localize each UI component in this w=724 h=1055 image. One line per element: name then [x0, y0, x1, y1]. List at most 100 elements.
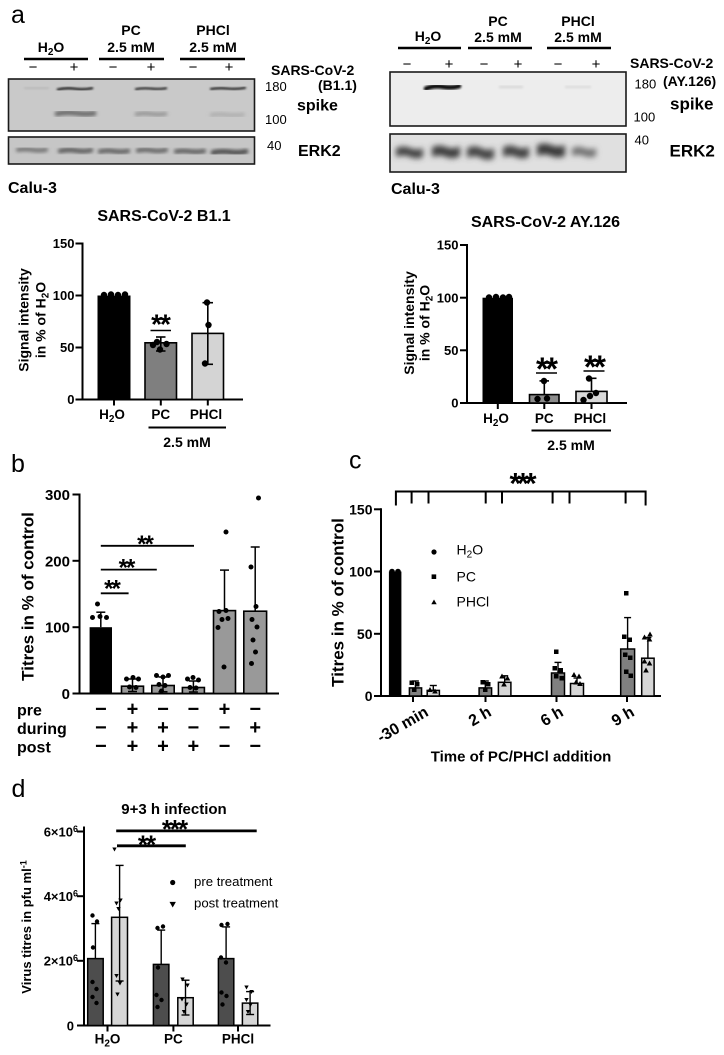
svg-text:40: 40 — [635, 133, 649, 148]
svg-text:(B1.1): (B1.1) — [318, 77, 357, 93]
svg-text:2×106: 2×106 — [44, 953, 78, 969]
svg-text:***: *** — [162, 814, 189, 844]
svg-text:+: + — [157, 736, 169, 758]
svg-text:−: − — [109, 59, 118, 76]
svg-text:PHCl: PHCl — [196, 22, 229, 38]
svg-text:+: + — [592, 56, 601, 73]
svg-text:0: 0 — [365, 688, 373, 704]
svg-text:PHCl: PHCl — [190, 407, 222, 422]
svg-text:0: 0 — [67, 392, 74, 407]
svg-text:+: + — [445, 56, 454, 73]
svg-text:pre treatment: pre treatment — [194, 874, 273, 889]
svg-text:+: + — [147, 59, 156, 76]
svg-text:+: + — [219, 699, 231, 721]
svg-text:+: + — [514, 56, 523, 73]
svg-text:***: *** — [509, 468, 536, 501]
svg-text:2 h: 2 h — [466, 704, 495, 730]
svg-text:50: 50 — [357, 626, 373, 642]
svg-text:50: 50 — [444, 343, 458, 358]
svg-text:**: ** — [138, 830, 157, 860]
svg-text:−: − — [95, 699, 107, 721]
svg-text:H2O: H2O — [99, 407, 125, 425]
svg-text:Signal intensity: Signal intensity — [401, 271, 417, 375]
svg-text:−: − — [403, 56, 412, 73]
svg-text:Titres in % of control: Titres in % of control — [19, 512, 38, 681]
svg-text:−: − — [29, 59, 38, 76]
svg-text:6 h: 6 h — [538, 704, 567, 730]
svg-text:PC: PC — [151, 407, 170, 422]
svg-text:9+3 h infection: 9+3 h infection — [121, 801, 226, 818]
svg-text:150: 150 — [437, 238, 459, 253]
svg-text:−: − — [219, 736, 231, 758]
svg-text:+: + — [70, 59, 79, 76]
svg-text:H2O: H2O — [457, 542, 484, 561]
svg-text:−: − — [249, 736, 261, 758]
svg-text:100: 100 — [53, 288, 75, 303]
svg-text:180: 180 — [265, 79, 287, 94]
svg-text:300: 300 — [45, 487, 70, 504]
svg-text:−: − — [480, 56, 489, 73]
svg-text:**: ** — [104, 575, 121, 602]
svg-text:2.5 mM: 2.5 mM — [554, 29, 601, 45]
svg-text:Titres in % of control: Titres in % of control — [329, 518, 348, 687]
svg-text:PHCl: PHCl — [561, 13, 594, 29]
svg-text:0: 0 — [62, 686, 70, 703]
svg-text:during: during — [17, 721, 67, 738]
svg-text:ERK2: ERK2 — [670, 142, 715, 161]
svg-text:spike: spike — [670, 95, 713, 114]
svg-text:+: + — [127, 736, 139, 758]
svg-text:100: 100 — [437, 290, 459, 305]
svg-text:d: d — [12, 775, 26, 803]
svg-text:PC: PC — [535, 411, 554, 426]
svg-text:−: − — [249, 699, 261, 721]
svg-text:0: 0 — [451, 396, 458, 411]
svg-text:SARS-CoV-2 B1.1: SARS-CoV-2 B1.1 — [97, 208, 230, 225]
svg-text:ERK2: ERK2 — [298, 143, 341, 160]
svg-text:50: 50 — [60, 340, 74, 355]
svg-text:+: + — [249, 717, 261, 739]
svg-text:**: ** — [536, 351, 558, 387]
svg-text:H2O: H2O — [415, 28, 442, 47]
svg-text:6×106: 6×106 — [44, 824, 78, 840]
svg-text:PHCl: PHCl — [457, 594, 490, 610]
svg-text:**: ** — [584, 349, 606, 385]
svg-text:2.5 mM: 2.5 mM — [189, 39, 236, 55]
svg-text:+: + — [127, 699, 139, 721]
svg-text:-30 min: -30 min — [374, 704, 431, 747]
svg-text:+: + — [188, 736, 200, 758]
svg-text:Signal intensity: Signal intensity — [16, 268, 32, 372]
svg-text:Time of PC/PHCl addition: Time of PC/PHCl addition — [431, 749, 612, 766]
svg-text:H2O: H2O — [38, 39, 65, 58]
svg-text:−: − — [189, 59, 198, 76]
svg-text:SARS-CoV-2: SARS-CoV-2 — [630, 55, 713, 71]
svg-text:2.5 mM: 2.5 mM — [107, 39, 154, 55]
svg-text:180: 180 — [635, 77, 657, 92]
svg-text:PHCl: PHCl — [222, 1032, 254, 1047]
svg-text:−: − — [188, 717, 200, 739]
svg-text:post treatment: post treatment — [194, 896, 279, 911]
svg-text:2.5 mM: 2.5 mM — [474, 29, 521, 45]
svg-text:(AY.126): (AY.126) — [663, 73, 716, 89]
svg-text:PC: PC — [164, 1032, 183, 1047]
svg-text:100: 100 — [634, 110, 656, 125]
svg-text:+: + — [225, 59, 234, 76]
svg-text:200: 200 — [45, 553, 70, 570]
svg-text:spike: spike — [297, 98, 338, 115]
svg-text:2.5 mM: 2.5 mM — [547, 437, 594, 453]
svg-text:**: ** — [119, 555, 136, 582]
svg-text:+: + — [157, 717, 169, 739]
svg-text:PHCl: PHCl — [574, 411, 606, 426]
svg-text:b: b — [11, 450, 25, 478]
svg-text:SARS-CoV-2 AY.126: SARS-CoV-2 AY.126 — [471, 214, 620, 231]
svg-text:40: 40 — [267, 138, 281, 153]
svg-text:PC: PC — [488, 13, 507, 29]
svg-text:−: − — [554, 56, 563, 73]
svg-text:Virus titres in pfu ml-1: Virus titres in pfu ml-1 — [19, 860, 35, 993]
svg-text:post: post — [17, 740, 51, 757]
svg-text:−: − — [157, 699, 169, 721]
svg-text:pre: pre — [17, 703, 42, 720]
svg-text:−: − — [95, 736, 107, 758]
svg-text:**: ** — [137, 531, 154, 558]
svg-text:4×106: 4×106 — [44, 889, 78, 905]
svg-text:150: 150 — [53, 236, 75, 251]
